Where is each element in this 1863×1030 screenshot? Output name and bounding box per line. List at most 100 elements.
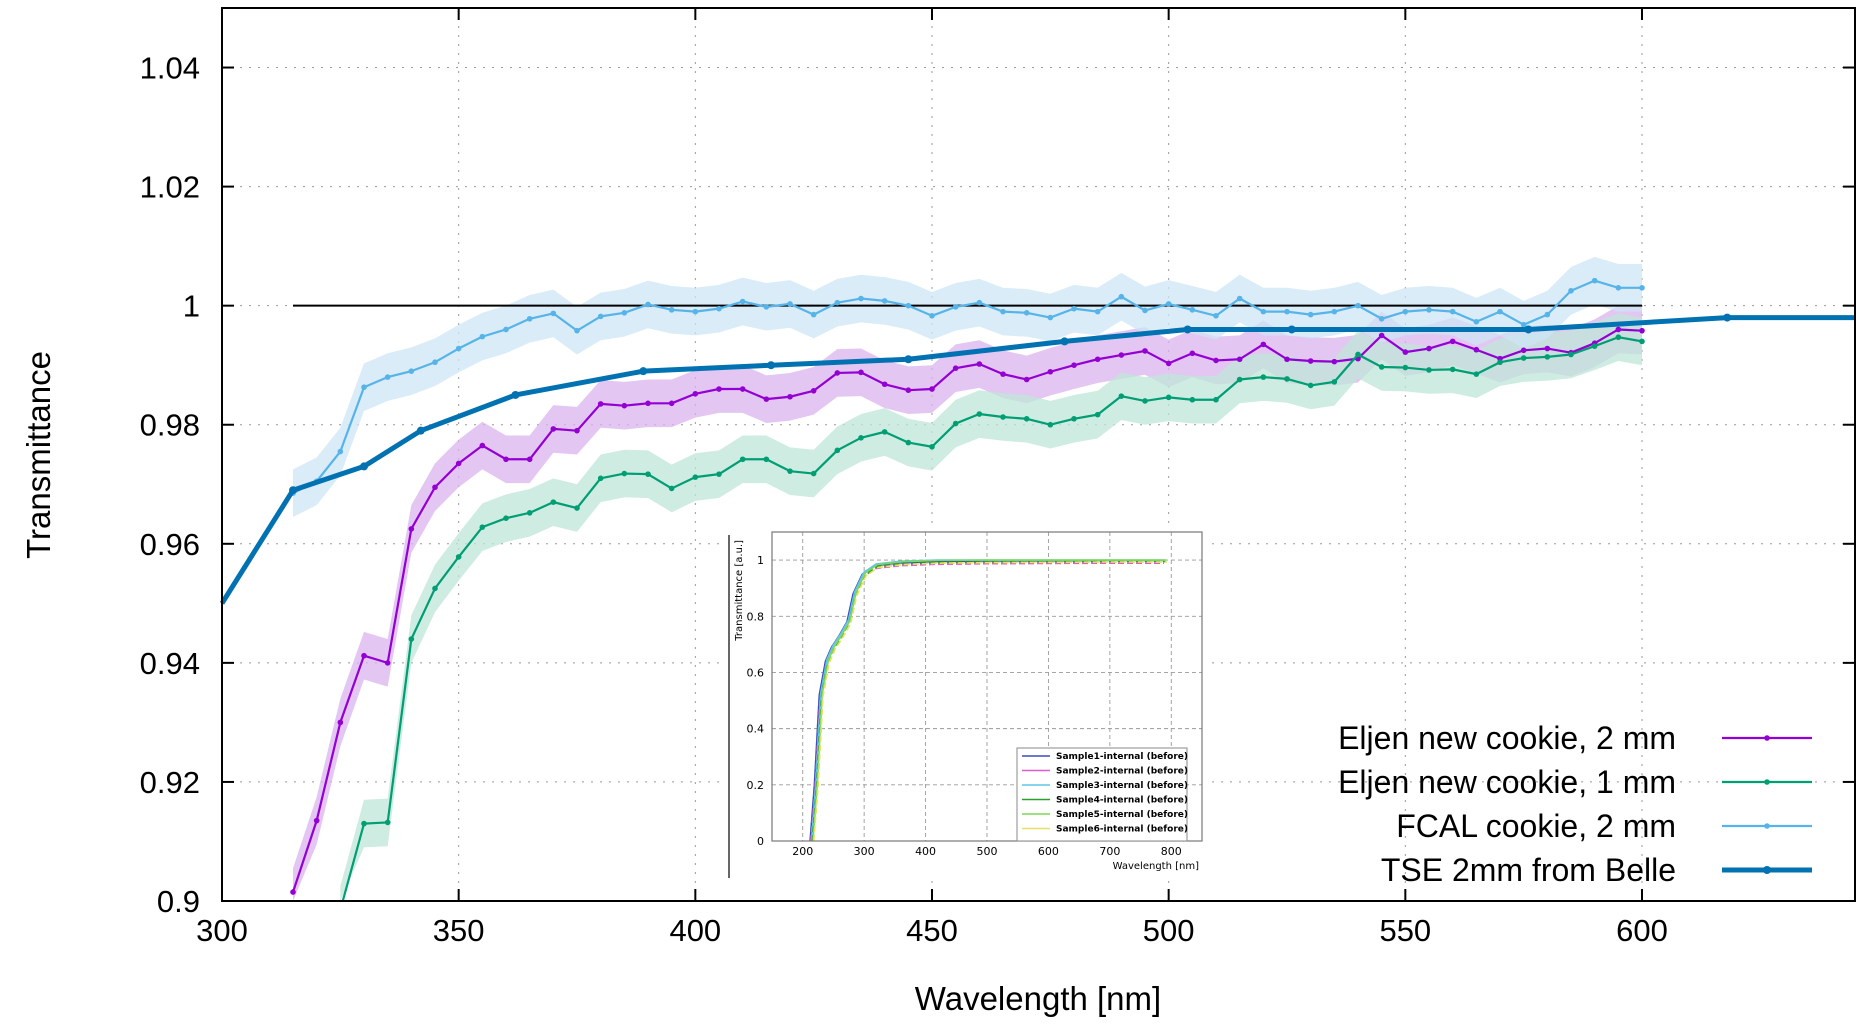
- data-point-eljen-new-cookie-2-mm: [1639, 327, 1645, 334]
- inset-legend-items: Sample1-internal (before) Sample2-interna…: [1022, 752, 1188, 835]
- data-point-eljen-new-cookie-1-mm: [621, 470, 628, 477]
- y-tick-label: 0.98: [140, 408, 200, 443]
- inset-legend-box: [1016, 747, 1188, 842]
- series-line-tse-2mm-from-belle: [219, 315, 1855, 605]
- data-point-fcal-cookie-2-mm: [550, 310, 557, 317]
- data-point-eljen-new-cookie-1-mm: [1142, 398, 1148, 404]
- data-point-eljen-new-cookie-1-mm: [1449, 366, 1456, 373]
- data-point-fcal-cookie-2-mm: [810, 311, 817, 318]
- data-point-fcal-cookie-2-mm: [976, 299, 983, 306]
- data-point-eljen-new-cookie-2-mm: [455, 460, 462, 467]
- data-point-tse-2mm-from-belle: [1723, 313, 1732, 322]
- data-point-eljen-new-cookie-2-mm: [1260, 341, 1267, 348]
- data-point-eljen-new-cookie-2-mm: [290, 889, 296, 895]
- data-point-fcal-cookie-2-mm: [1236, 295, 1243, 302]
- series-lines: [219, 277, 1855, 902]
- data-point-fcal-cookie-2-mm: [668, 307, 675, 313]
- inset-chart: 200 300 400 500 600 700 800 0 0.2 0.4 0.6 0.8 1 Wav…: [724, 530, 1206, 880]
- error-band-fcal-cookie-2-mm: [293, 256, 1642, 518]
- data-point-fcal-cookie-2-mm: [905, 302, 912, 309]
- error-bands: [293, 256, 1642, 902]
- data-point-fcal-cookie-2-mm: [1071, 305, 1077, 312]
- x-tick-label: 500: [1143, 913, 1195, 948]
- data-point-eljen-new-cookie-2-mm: [1047, 368, 1054, 375]
- data-point-fcal-cookie-2-mm: [1520, 321, 1527, 328]
- data-point-eljen-new-cookie-1-mm: [645, 471, 651, 477]
- inset-x-tick-label: 800: [1161, 845, 1182, 858]
- data-point-fcal-cookie-2-mm: [621, 310, 628, 316]
- data-point-eljen-new-cookie-1-mm: [881, 429, 888, 435]
- data-point-eljen-new-cookie-2-mm: [313, 817, 320, 824]
- data-point-fcal-cookie-2-mm: [787, 301, 793, 307]
- data-point-eljen-new-cookie-1-mm: [597, 475, 604, 482]
- data-point-eljen-new-cookie-1-mm: [929, 443, 935, 450]
- data-point-eljen-new-cookie-1-mm: [1000, 414, 1006, 420]
- x-tick-label: 450: [906, 913, 958, 948]
- data-point-fcal-cookie-2-mm: [597, 313, 604, 320]
- data-point-eljen-new-cookie-1-mm: [1473, 371, 1480, 377]
- data-point-eljen-new-cookie-2-mm: [1071, 362, 1077, 369]
- data-point-fcal-cookie-2-mm: [881, 298, 888, 304]
- inset-x-tick-label: 700: [1099, 845, 1120, 858]
- legend-label-fcal-cookie-2-mm: FCAL cookie, 2 mm: [1396, 808, 1676, 844]
- series-line-eljen-new-cookie-1-mm: [341, 336, 1643, 902]
- y-tick-label: 0.94: [140, 646, 200, 681]
- data-point-fcal-cookie-2-mm: [1355, 302, 1361, 309]
- inset-x-tick-label: 500: [977, 845, 998, 858]
- data-point-fcal-cookie-2-mm: [1142, 307, 1148, 314]
- data-point-fcal-cookie-2-mm: [1473, 318, 1480, 325]
- inset-y-tick-label: 0.8: [747, 610, 765, 623]
- data-point-fcal-cookie-2-mm: [1331, 308, 1338, 315]
- data-point-eljen-new-cookie-2-mm: [1615, 326, 1622, 333]
- data-point-eljen-new-cookie-2-mm: [1142, 348, 1148, 354]
- data-point-eljen-new-cookie-2-mm: [976, 361, 983, 367]
- data-point-eljen-new-cookie-2-mm: [668, 400, 675, 407]
- data-point-fcal-cookie-2-mm: [408, 368, 415, 374]
- data-point-fcal-cookie-2-mm: [1260, 308, 1267, 315]
- data-point-eljen-new-cookie-2-mm: [716, 386, 722, 392]
- data-point-eljen-new-cookie-2-mm: [337, 719, 344, 726]
- data-point-eljen-new-cookie-1-mm: [384, 819, 391, 826]
- y-axis-title: Transmittance: [20, 351, 57, 559]
- data-point-eljen-new-cookie-1-mm: [1591, 343, 1598, 349]
- data-point-eljen-new-cookie-1-mm: [1307, 382, 1314, 389]
- y-tick-label: 0.9: [157, 884, 200, 919]
- data-point-eljen-new-cookie-1-mm: [455, 554, 462, 560]
- legend-marker-eljen-new-cookie-1-mm: [1764, 779, 1770, 785]
- data-point-eljen-new-cookie-2-mm: [597, 401, 604, 407]
- y-ticks: 0.9 0.92 0.94 0.96 0.98 1 1.02 1.04: [140, 51, 1855, 919]
- error-band-eljen-new-cookie-1-mm: [340, 313, 1642, 901]
- data-point-eljen-new-cookie-1-mm: [1071, 415, 1077, 422]
- inset-legend-label: Sample5-internal (before): [1056, 810, 1188, 820]
- inset-y-axis-title: Transmittance [a.u.]: [734, 540, 745, 642]
- data-point-eljen-new-cookie-2-mm: [1236, 356, 1243, 363]
- data-point-fcal-cookie-2-mm: [716, 305, 722, 312]
- data-point-eljen-new-cookie-1-mm: [1165, 394, 1172, 401]
- data-point-eljen-new-cookie-2-mm: [1544, 345, 1551, 352]
- data-point-tse-2mm-from-belle: [1060, 337, 1069, 346]
- data-point-eljen-new-cookie-2-mm: [574, 427, 580, 434]
- data-point-eljen-new-cookie-1-mm: [479, 524, 486, 530]
- data-point-eljen-new-cookie-2-mm: [881, 381, 888, 388]
- data-point-eljen-new-cookie-1-mm: [668, 485, 675, 492]
- data-point-eljen-new-cookie-2-mm: [1189, 350, 1196, 357]
- data-point-eljen-new-cookie-2-mm: [361, 652, 367, 659]
- data-point-eljen-new-cookie-1-mm: [361, 820, 367, 827]
- x-tick-label: 400: [669, 913, 721, 948]
- inset-x-tick-label: 300: [854, 845, 875, 858]
- x-tick-label: 350: [433, 913, 485, 948]
- data-point-fcal-cookie-2-mm: [1118, 293, 1125, 300]
- data-point-fcal-cookie-2-mm: [1568, 287, 1574, 294]
- data-point-eljen-new-cookie-1-mm: [1568, 351, 1574, 358]
- data-point-eljen-new-cookie-1-mm: [834, 447, 841, 454]
- data-point-eljen-new-cookie-2-mm: [905, 387, 912, 394]
- data-point-eljen-new-cookie-2-mm: [787, 393, 793, 400]
- data-point-eljen-new-cookie-2-mm: [929, 386, 935, 392]
- data-point-eljen-new-cookie-2-mm: [408, 526, 415, 532]
- data-point-eljen-new-cookie-1-mm: [692, 474, 699, 480]
- data-point-eljen-new-cookie-2-mm: [526, 456, 533, 463]
- data-point-fcal-cookie-2-mm: [1615, 285, 1622, 291]
- data-point-eljen-new-cookie-2-mm: [858, 369, 864, 376]
- data-point-fcal-cookie-2-mm: [952, 304, 959, 310]
- data-point-eljen-new-cookie-2-mm: [1426, 345, 1432, 352]
